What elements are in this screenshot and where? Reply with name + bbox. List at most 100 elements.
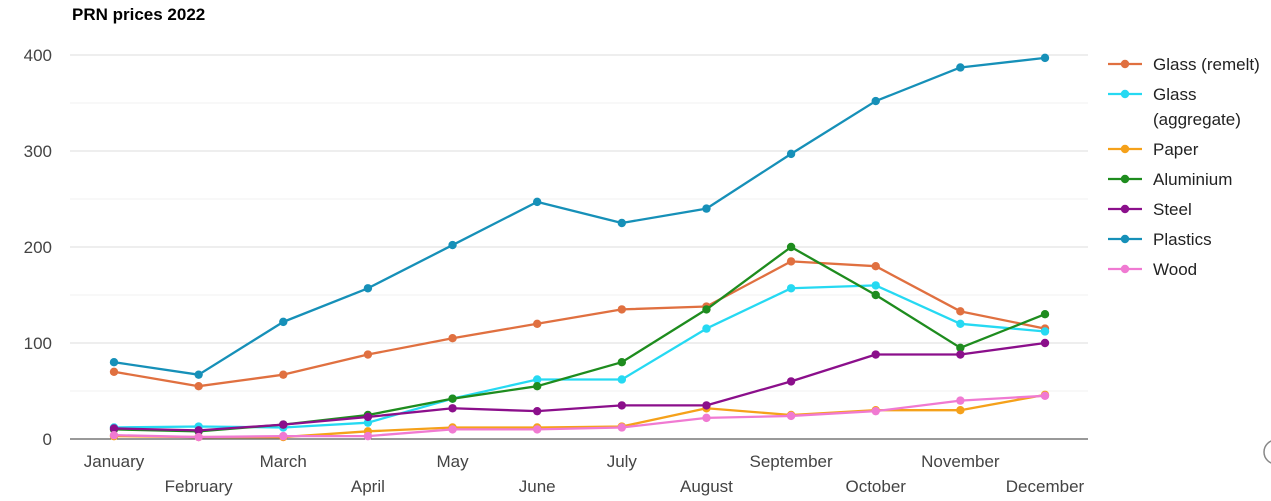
data-point[interactable] [279,431,288,441]
data-point[interactable] [532,406,542,416]
x-tick-label: July [607,452,638,471]
series-5 [109,53,1050,379]
data-point[interactable] [786,411,796,421]
data-point[interactable] [1040,338,1050,348]
data-point[interactable] [194,382,203,391]
data-point[interactable] [363,418,373,427]
legend-item[interactable]: Aluminium [1108,170,1232,189]
data-point[interactable] [448,404,457,413]
data-point[interactable] [702,305,711,314]
data-point[interactable] [279,317,288,327]
data-point[interactable] [871,406,880,416]
data-point[interactable] [532,382,542,391]
x-tick-label: January [84,452,145,471]
data-point[interactable] [617,401,627,410]
data-point[interactable] [363,431,373,441]
data-point[interactable] [617,375,627,384]
data-point[interactable] [1040,53,1050,63]
data-point[interactable] [617,423,627,432]
data-point[interactable] [617,218,627,228]
legend-item[interactable]: Glass (remelt) [1108,55,1260,74]
data-point[interactable] [532,425,542,434]
data-point[interactable] [871,290,880,300]
legend[interactable]: Glass (remelt) Glass (aggregate) Paper Alumi… [1108,55,1260,279]
data-point[interactable] [871,281,880,290]
legend-label: Paper [1153,140,1199,159]
data-point[interactable] [194,432,203,442]
data-point[interactable] [956,350,965,359]
data-point[interactable] [871,350,880,359]
legend-item[interactable]: Steel [1108,200,1192,219]
y-tick-label: 200 [24,238,52,257]
data-point[interactable] [109,424,119,433]
series-line [113,341,1046,432]
data-point[interactable] [956,343,965,352]
x-tick-label: November [921,452,1000,471]
data-point[interactable] [109,430,119,440]
data-point[interactable] [702,204,711,213]
data-point[interactable] [109,358,119,367]
series-0 [109,257,1050,391]
legend-swatch-dot [1120,59,1130,69]
x-tick-label: June [519,477,556,496]
data-point[interactable] [109,367,119,376]
data-point[interactable] [956,307,965,316]
data-point[interactable] [617,358,627,367]
legend-item[interactable]: Plastics [1108,230,1212,249]
data-point[interactable] [702,324,711,333]
data-point[interactable] [532,319,542,328]
data-point[interactable] [956,406,965,415]
chart-title: PRN prices 2022 [72,5,205,24]
data-point[interactable] [279,420,288,429]
data-point[interactable] [194,426,203,435]
data-point[interactable] [279,370,288,379]
data-point[interactable] [786,257,796,266]
data-point[interactable] [702,401,711,410]
legend-swatch-dot [1120,204,1130,214]
x-tick-label: December [1006,477,1085,496]
data-point[interactable] [617,305,627,314]
x-tick-label: February [165,477,234,496]
data-point[interactable] [786,377,796,386]
y-tick-label: 400 [24,46,52,65]
data-point[interactable] [448,425,457,434]
data-point[interactable] [1040,310,1050,319]
legend-item[interactable]: Paper [1108,140,1199,159]
data-point[interactable] [786,284,796,293]
data-point[interactable] [194,370,203,379]
legend-swatch-dot [1120,144,1130,154]
y-tick-label: 300 [24,142,52,161]
data-point[interactable] [1040,391,1050,400]
data-point[interactable] [448,394,457,403]
y-tick-label: 100 [24,334,52,353]
legend-label: Steel [1153,200,1192,219]
data-point[interactable] [702,413,711,423]
data-point[interactable] [363,350,373,359]
legend-swatch-dot [1120,234,1130,244]
scroll-indicator-icon[interactable] [1263,440,1271,464]
data-point[interactable] [1040,327,1050,336]
data-point[interactable] [956,63,965,72]
data-point[interactable] [448,240,457,250]
data-point[interactable] [956,319,965,328]
legend-swatch-dot [1120,89,1130,99]
x-tick-label: March [260,452,307,471]
series-2 [109,390,1050,442]
data-point[interactable] [532,197,542,207]
data-point[interactable] [786,149,796,159]
data-point[interactable] [871,262,880,271]
data-point[interactable] [532,375,542,384]
data-point[interactable] [956,396,965,405]
data-point[interactable] [786,242,796,252]
x-tick-label: May [436,452,469,471]
data-point[interactable] [363,284,373,293]
data-point[interactable] [448,334,457,343]
series-line [113,260,1046,388]
x-tick-label: August [680,477,733,496]
grid-lines [70,54,1088,392]
data-point[interactable] [871,96,880,106]
legend-item[interactable]: Wood [1108,260,1197,279]
legend-item[interactable]: Glass (aggregate) [1108,85,1241,129]
data-point[interactable] [363,412,373,422]
legend-label: Glass (remelt) [1153,55,1260,74]
